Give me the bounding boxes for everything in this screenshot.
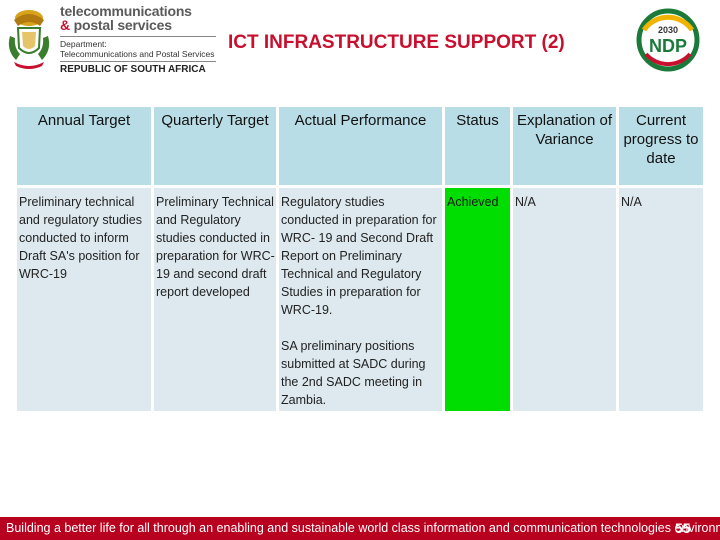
page-number: 55: [675, 520, 691, 536]
header-status: Status: [445, 107, 510, 185]
republic-label: REPUBLIC OF SOUTH AFRICA: [60, 61, 216, 76]
performance-table: Annual Target Quarterly Target Actual Pe…: [14, 104, 706, 414]
coat-of-arms-icon: [8, 10, 50, 69]
header-quarterly-target: Quarterly Target: [154, 107, 276, 185]
footer-bar: Building a better life for all through a…: [0, 517, 720, 540]
header-explanation-of-variance: Explanation of Variance: [513, 107, 616, 185]
paragraph-gap: [281, 319, 441, 337]
ndp-logo-icon: 2030 NDP: [636, 8, 700, 72]
brand-ampersand: &: [60, 17, 74, 33]
slide-header: telecommunications & postal services Dep…: [0, 0, 720, 95]
table-header-row: Annual Target Quarterly Target Actual Pe…: [17, 107, 703, 185]
header-annual-target: Annual Target: [17, 107, 151, 185]
cell-annual-target: Preliminary technical and regulatory stu…: [17, 188, 151, 411]
brand-line-2-text: postal services: [73, 17, 172, 33]
slide-title: ICT INFRASTRUCTURE SUPPORT (2): [228, 32, 565, 53]
cell-quarterly-target: Preliminary Technical and Regulatory stu…: [154, 188, 276, 411]
ndp-text: NDP: [649, 36, 687, 56]
department-name: Telecommunications and Postal Services: [60, 49, 215, 59]
brand-line-2: & postal services: [60, 18, 220, 32]
department-label: Department:: [60, 39, 107, 49]
cell-actual-performance: Regulatory studies conducted in preparat…: [279, 188, 442, 411]
ndp-year: 2030: [658, 25, 678, 35]
actual-performance-paragraph-2: SA preliminary positions submitted at SA…: [281, 339, 426, 407]
department-brand: telecommunications & postal services: [60, 4, 220, 32]
cell-status: Achieved: [445, 188, 510, 411]
header-actual-performance: Actual Performance: [279, 107, 442, 185]
department-name-block: Department: Telecommunications and Posta…: [60, 36, 216, 76]
header-current-progress: Current progress to date: [619, 107, 703, 185]
brand-line-1: telecommunications: [60, 3, 192, 19]
cell-explanation: N/A: [513, 188, 616, 411]
cell-progress: N/A: [619, 188, 703, 411]
actual-performance-paragraph-1: Regulatory studies conducted in preparat…: [281, 195, 437, 317]
table-row: Preliminary technical and regulatory stu…: [17, 188, 703, 411]
